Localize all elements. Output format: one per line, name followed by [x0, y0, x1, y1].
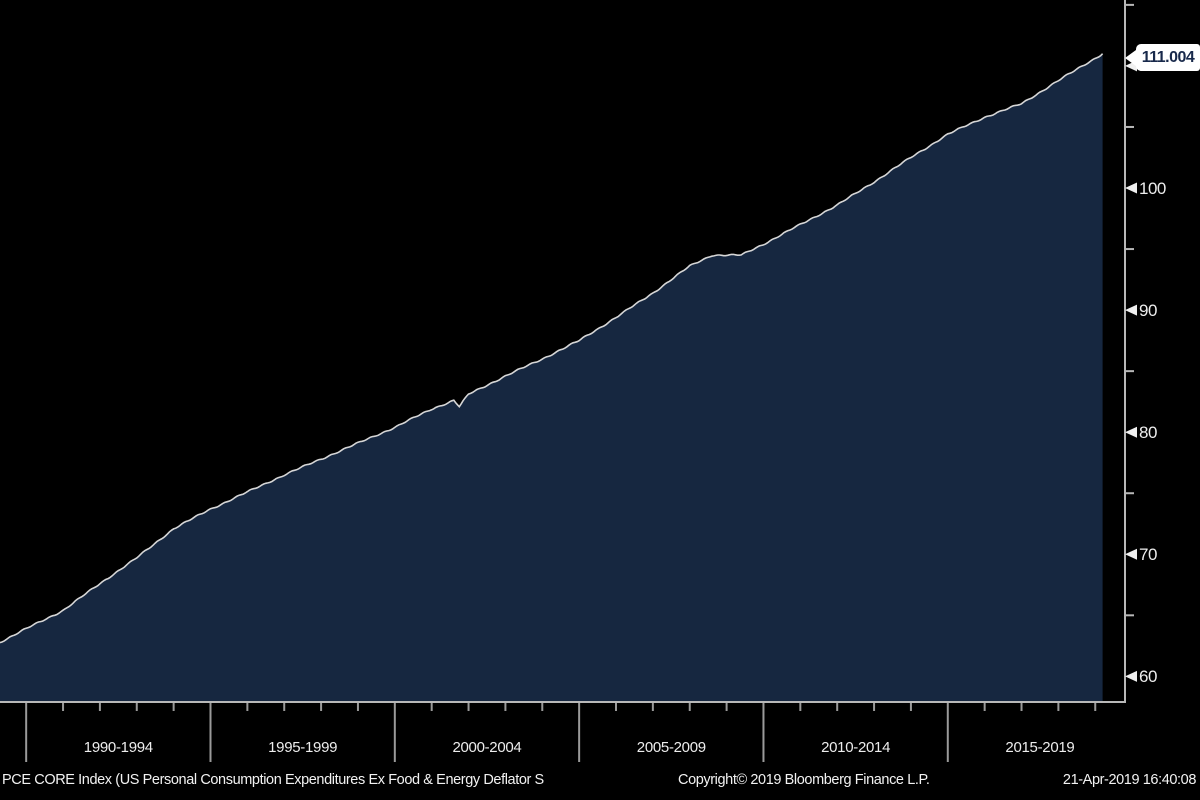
area-series [0, 53, 1103, 702]
y-tick-arrow [1125, 670, 1137, 682]
x-tick-label: 2005-2009 [636, 739, 706, 756]
price-line [0, 53, 1104, 644]
y-tick-label: 60 [1139, 666, 1157, 686]
x-tick-label: 2015-2019 [1005, 739, 1075, 756]
y-tick-arrow [1125, 182, 1137, 194]
footer-bar: PCE CORE Index (US Personal Consumption … [0, 768, 1200, 794]
copyright-text: Copyright© 2019 Bloomberg Finance L.P. [678, 772, 930, 788]
last-price-callout: 111.004 [1125, 44, 1200, 71]
security-description: PCE CORE Index (US Personal Consumption … [2, 772, 544, 788]
y-tick-arrow [1125, 426, 1137, 438]
y-tick-label: 90 [1139, 300, 1157, 320]
x-tick-label: 1995-1999 [268, 739, 338, 756]
y-tick-arrow [1125, 548, 1137, 560]
x-tick-label: 1990-1994 [83, 739, 153, 756]
timestamp-text: 21-Apr-2019 16:40:08 [1062, 772, 1196, 788]
y-tick-label: 70 [1139, 544, 1157, 564]
y-tick-label: 80 [1139, 422, 1157, 442]
x-tick-label: 2000-2004 [452, 739, 522, 756]
last-price-value: 111.004 [1141, 48, 1195, 66]
y-tick-label: 100 [1139, 178, 1166, 198]
x-tick-label: 2010-2014 [821, 739, 891, 756]
y-tick-arrow [1125, 304, 1137, 316]
